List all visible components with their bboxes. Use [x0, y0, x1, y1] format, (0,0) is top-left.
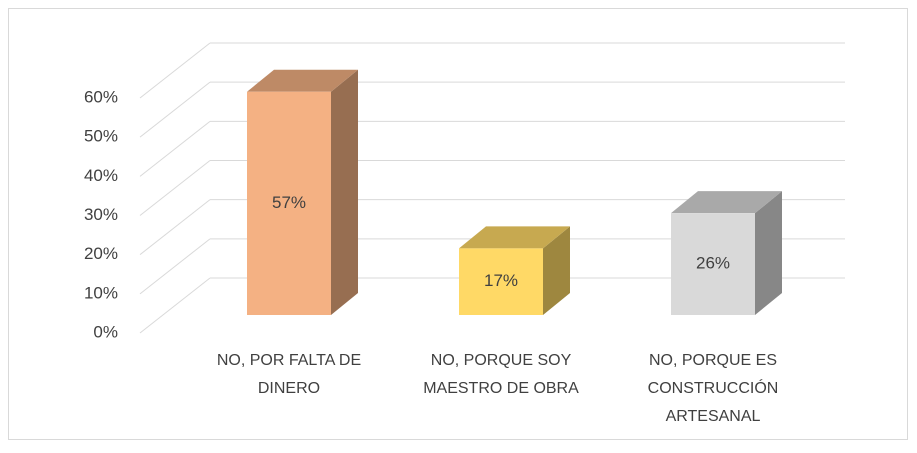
bar — [459, 248, 543, 315]
grid-line — [139, 238, 211, 295]
y-tick-label: 10% — [84, 283, 118, 302]
x-tick-label: NO, POR FALTA DE DINERO — [216, 352, 362, 397]
value-label: 26% — [696, 254, 730, 273]
y-tick-label: 20% — [84, 244, 118, 263]
bar-side — [331, 69, 358, 315]
grid-line — [139, 160, 211, 216]
value-label: 17% — [484, 271, 518, 290]
grid-line — [139, 199, 211, 256]
y-tick-label: 0% — [93, 322, 118, 341]
y-tick-label: 40% — [84, 166, 118, 185]
bar — [247, 91, 331, 315]
x-tick-label: NO, PORQUE ES CONSTRUCCIÓN ARTESANAL — [647, 352, 779, 425]
grid-line — [139, 81, 211, 138]
bar-top — [247, 69, 358, 92]
grid-line — [139, 120, 211, 177]
bar-side — [755, 191, 782, 315]
bar-top — [459, 226, 570, 249]
y-tick-label: 60% — [84, 87, 118, 106]
value-label: 57% — [272, 193, 306, 212]
grid-line — [139, 277, 211, 334]
bar-top — [671, 191, 782, 214]
bar-side — [543, 226, 570, 315]
y-tick-label: 50% — [84, 127, 118, 146]
y-tick-label: 30% — [84, 205, 118, 224]
grid-line — [139, 42, 211, 99]
bar — [671, 213, 755, 315]
x-tick-label: NO, PORQUE SOY MAESTRO DE OBRA — [423, 352, 579, 397]
